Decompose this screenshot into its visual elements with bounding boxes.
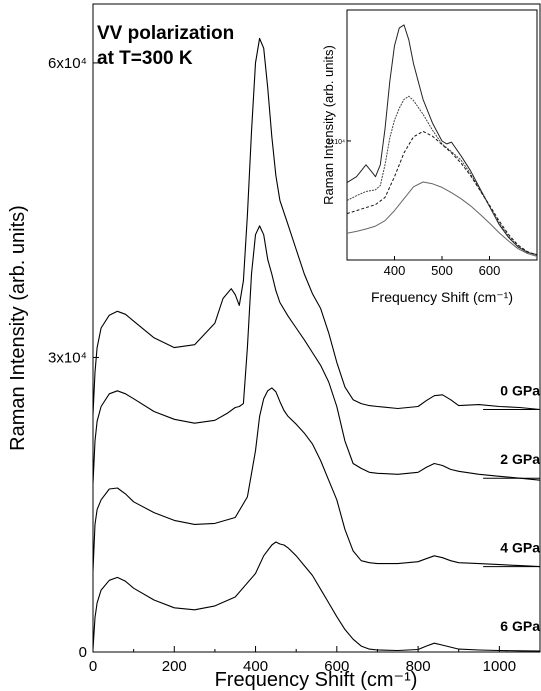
- inset-x-tick-label: 600: [479, 263, 501, 278]
- main-baselines-group: [483, 408, 540, 568]
- inset-x-axis-label: Frequency Shift (cm⁻¹): [371, 289, 513, 305]
- x-tick-label: 0: [89, 658, 97, 675]
- inset-x-tick-label: 500: [431, 263, 453, 278]
- y-tick-label: 3x10⁴: [48, 349, 87, 366]
- y-tick-label: 6x10⁴: [48, 55, 87, 72]
- inset-series-line-1: [346, 95, 538, 256]
- inset-x-tick-label: 400: [384, 263, 406, 278]
- series-line-3: [92, 541, 541, 652]
- inset-series-line-3: [346, 181, 538, 257]
- main-x-axis-label: Frequency Shift (cm⁻¹): [215, 669, 418, 691]
- series-line-0: [92, 37, 541, 415]
- x-tick-label: 400: [243, 658, 268, 675]
- x-tick-label: 200: [162, 658, 187, 675]
- main-series-labels: 0 GPa 2 GPa 4 GPa 6 GPa: [500, 383, 540, 635]
- inset-series-line-0: [346, 24, 538, 256]
- y-tick-label: 0: [79, 644, 87, 661]
- series-label-3: 6 GPa: [500, 618, 540, 634]
- x-tick-label: 1000: [483, 658, 516, 675]
- inset-y-tick-label: 2x10⁴: [327, 139, 345, 146]
- series-label-0: 0 GPa: [500, 383, 540, 399]
- inset-y-ticks: 2x10⁴: [327, 139, 351, 146]
- x-tick-label: 600: [324, 658, 349, 675]
- main-plot-frame: [92, 3, 541, 653]
- series-label-1: 2 GPa: [500, 451, 540, 467]
- series-label-2: 4 GPa: [500, 540, 540, 556]
- series-line-2: [92, 387, 541, 571]
- chart-title-line-1: VV polarization: [97, 23, 234, 44]
- main-chart: 0 200 400 600 800 1000 0 3x10⁴ 6x10⁴ 0 GPa 2 GPa…: [7, 3, 541, 691]
- main-series-group: [92, 37, 541, 652]
- inset-y-axis-label: Raman Intensity (arb. units): [321, 45, 336, 205]
- main-x-ticks: 0 200 400 600 800 1000: [89, 646, 516, 675]
- inset-series-group: [346, 24, 538, 257]
- chart-title-line-2: at T=300 K: [97, 48, 193, 69]
- inset-chart: 400 500 600 2x10⁴ Frequency Shift (cm⁻¹) R…: [321, 9, 538, 305]
- inset-x-ticks: 400 500 600: [384, 256, 501, 278]
- main-y-ticks: 0 3x10⁴ 6x10⁴: [48, 55, 99, 661]
- x-tick-label: 800: [406, 658, 431, 675]
- series-line-1: [92, 225, 541, 484]
- inset-background: [346, 9, 538, 261]
- main-y-axis-label: Raman Intensity (arb. units): [7, 205, 29, 451]
